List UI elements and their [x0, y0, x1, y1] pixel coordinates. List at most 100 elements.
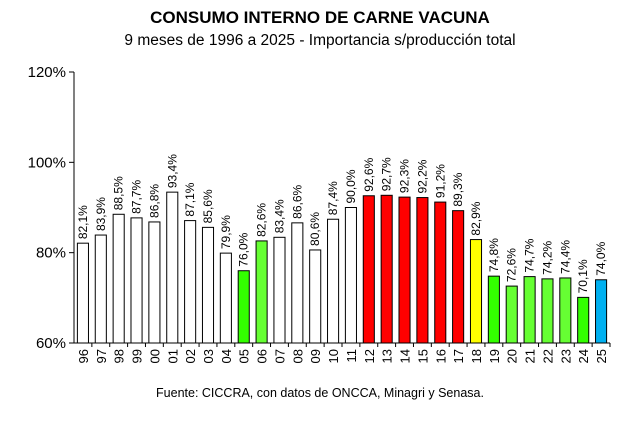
- value-label: 80,6%: [308, 212, 322, 246]
- category-label: 07: [272, 349, 287, 363]
- bar-25: [595, 279, 608, 344]
- category-label: 09: [308, 349, 323, 363]
- bar-97: [94, 234, 107, 344]
- labels-layer: 96 82,1% 97 83,9% 98 88,5% 99 87,7% 00 86,8% 01 93,…: [76, 154, 609, 364]
- category-label: 05: [237, 349, 252, 363]
- category-label: 13: [380, 349, 395, 363]
- category-label: 17: [451, 349, 466, 363]
- value-label: 89,3%: [451, 172, 465, 206]
- value-label: 82,1%: [76, 205, 90, 239]
- value-label: 92,3%: [398, 159, 412, 193]
- category-label: 16: [433, 349, 448, 363]
- category-label: 02: [183, 349, 198, 363]
- bar-20: [505, 285, 518, 344]
- bars-layer: [76, 191, 608, 344]
- bar-07: [273, 236, 286, 344]
- value-label: 82,6%: [255, 203, 269, 237]
- value-label: 91,2%: [433, 164, 447, 198]
- value-label: 74,7%: [523, 238, 537, 272]
- bar-18: [469, 239, 483, 344]
- value-label: 74,0%: [594, 241, 608, 275]
- bar-04: [219, 252, 232, 344]
- value-label: 79,9%: [219, 215, 233, 249]
- bar-13: [380, 194, 393, 344]
- category-label: 08: [290, 349, 305, 363]
- bar-98: [112, 213, 125, 344]
- category-label: 00: [147, 349, 162, 363]
- bar-11: [344, 207, 357, 344]
- value-label: 87,4%: [326, 181, 340, 215]
- value-label: 74,2%: [540, 241, 554, 275]
- category-label: 25: [594, 349, 609, 363]
- category-label: 99: [130, 349, 145, 363]
- category-label: 23: [558, 349, 573, 363]
- value-label: 72,6%: [505, 248, 519, 282]
- bar-14: [398, 196, 411, 344]
- category-label: 12: [362, 349, 377, 363]
- category-label: 24: [576, 349, 591, 363]
- bar-21: [523, 276, 536, 344]
- value-label: 70,1%: [576, 259, 590, 293]
- value-label: 85,6%: [201, 189, 215, 223]
- value-label: 86,8%: [147, 184, 161, 218]
- category-label: 01: [165, 349, 180, 363]
- axis-layer: 60% 80% 100% 120%: [28, 64, 611, 352]
- category-label: 19: [487, 349, 502, 363]
- bar-06: [255, 240, 268, 344]
- bar-22: [541, 278, 554, 344]
- value-label: 83,9%: [94, 197, 108, 231]
- y-tick-label: 100%: [28, 154, 66, 171]
- bar-08: [291, 222, 304, 344]
- value-label: 92,7%: [380, 157, 394, 191]
- value-label: 74,8%: [487, 238, 501, 272]
- chart-title: CONSUMO INTERNO DE CARNE VACUNA: [150, 8, 490, 27]
- category-label: 14: [398, 349, 413, 363]
- bar-17: [452, 210, 465, 344]
- category-label: 98: [112, 349, 127, 363]
- category-label: 20: [505, 349, 520, 363]
- value-label: 87,7%: [130, 180, 144, 214]
- value-label: 74,4%: [558, 240, 572, 274]
- y-tick-label: 120%: [28, 64, 66, 81]
- value-label: 92,2%: [415, 159, 429, 193]
- value-label: 82,9%: [469, 201, 483, 235]
- value-label: 83,4%: [272, 199, 286, 233]
- category-label: 97: [94, 349, 109, 363]
- bar-00: [148, 221, 161, 344]
- value-label: 88,5%: [112, 176, 126, 210]
- bar-09: [309, 249, 322, 344]
- bar-02: [184, 220, 197, 344]
- bar-96: [76, 242, 89, 344]
- category-label: 10: [326, 349, 341, 363]
- category-label: 06: [255, 349, 270, 363]
- category-label: 18: [469, 349, 484, 363]
- category-label: 96: [76, 349, 91, 363]
- y-tick-label: 80%: [36, 245, 66, 262]
- category-label: 04: [219, 349, 234, 363]
- value-label: 93,4%: [165, 154, 179, 188]
- chart-source: Fuente: CICCRA, con datos de ONCCA, Mina…: [156, 386, 484, 400]
- value-label: 90,0%: [344, 169, 358, 203]
- y-tick-label: 60%: [36, 335, 66, 352]
- chart-subtitle: 9 meses de 1996 a 2025 - Importancia s/p…: [124, 32, 516, 49]
- category-label: 21: [523, 349, 538, 363]
- category-label: 22: [540, 349, 555, 363]
- value-label: 86,6%: [290, 185, 304, 219]
- category-label: 11: [344, 349, 359, 363]
- bar-03: [201, 226, 215, 344]
- bar-16: [434, 201, 447, 344]
- category-label: 15: [415, 349, 430, 363]
- bar-24: [577, 296, 590, 344]
- bar-19: [487, 275, 500, 344]
- bar-15: [416, 197, 429, 344]
- bar-99: [130, 217, 143, 344]
- bar-10: [327, 218, 340, 344]
- value-label: 76,0%: [237, 232, 251, 266]
- bar-12: [362, 195, 375, 344]
- bar-01: [166, 191, 179, 344]
- category-label: 03: [201, 349, 216, 363]
- value-label: 87,1%: [183, 182, 197, 216]
- bar-23: [559, 277, 572, 344]
- value-label: 92,6%: [362, 157, 376, 191]
